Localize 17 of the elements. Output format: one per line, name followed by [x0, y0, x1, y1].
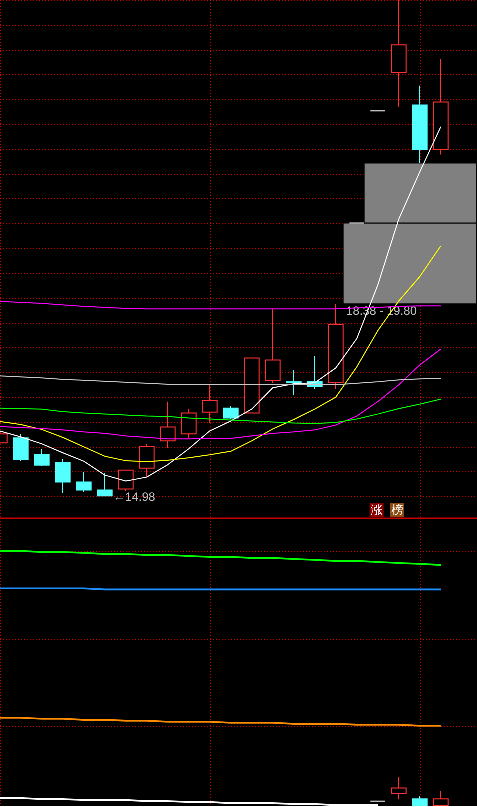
candlestick — [181, 408, 197, 439]
candlestick — [286, 370, 302, 396]
candlestick — [223, 406, 239, 420]
annotation: ←14.98 — [113, 490, 156, 504]
text: 涨 — [370, 503, 383, 517]
candlestick — [97, 472, 113, 497]
candlestick — [391, 776, 407, 800]
candlestick — [13, 434, 29, 462]
candlestick — [160, 401, 176, 449]
text: 榜 — [391, 503, 404, 517]
candlestick — [55, 458, 71, 494]
candlestick — [118, 470, 134, 492]
candlestick — [34, 448, 50, 467]
candlestick — [202, 384, 218, 424]
candlestick — [265, 308, 281, 384]
candlestick — [139, 444, 155, 478]
candlestick — [76, 472, 92, 493]
